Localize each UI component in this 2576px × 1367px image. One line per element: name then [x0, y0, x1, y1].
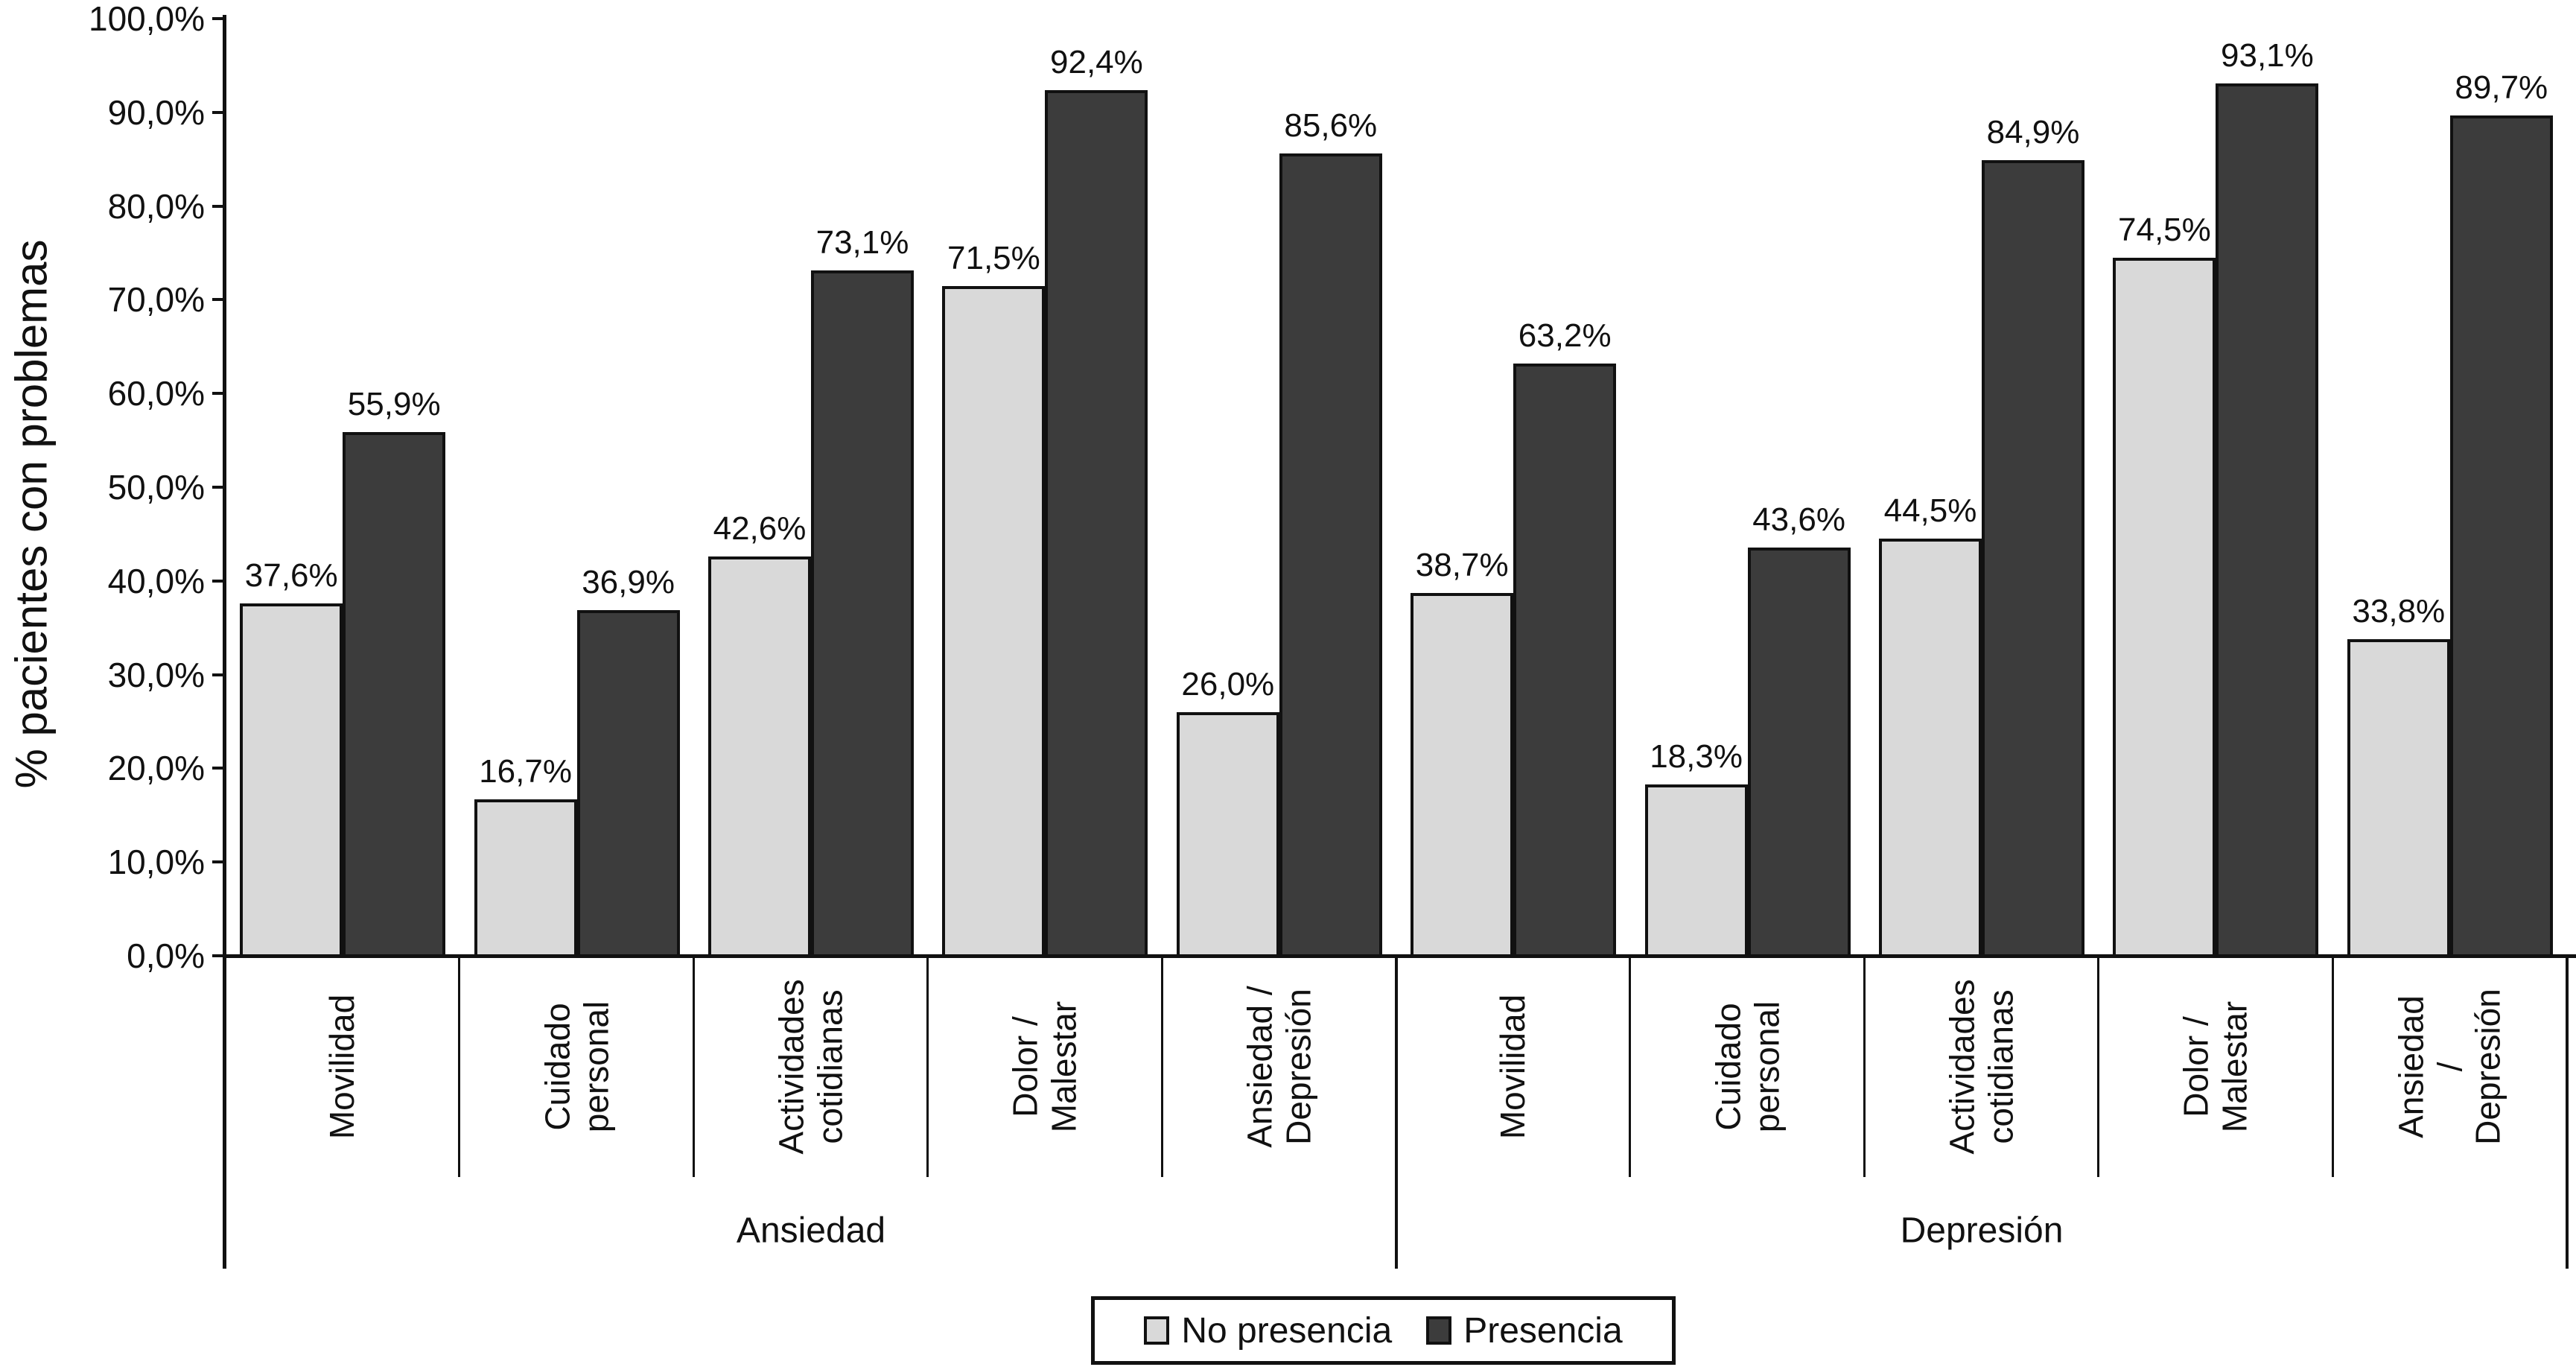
y-tick [212, 673, 226, 676]
bar-presencia [1279, 153, 1382, 958]
y-tick-label: 30,0% [107, 655, 205, 694]
x-axis-line [223, 954, 2576, 958]
y-tick-label: 60,0% [107, 374, 205, 413]
bar-no-presencia [708, 556, 811, 958]
y-tick-label: 10,0% [107, 843, 205, 882]
category-label: Actividades cotidianas [1942, 979, 2020, 1155]
y-tick [212, 392, 226, 396]
category-label: Movilidad [322, 994, 362, 1140]
bar-value-label: 74,5% [2118, 211, 2211, 248]
group-label: Depresión [1900, 1211, 2064, 1251]
y-tick-label: 0,0% [127, 936, 205, 975]
bar-no-presencia [240, 603, 343, 958]
bar-no-presencia [1879, 539, 1982, 958]
bar-presencia [811, 270, 914, 958]
group-label: Ansiedad [736, 1211, 886, 1251]
category-label: Ansiedad / Depresión [1240, 986, 1317, 1148]
legend-label: No presencia [1181, 1310, 1393, 1351]
y-tick-label: 100,0% [88, 0, 205, 38]
y-tick [212, 17, 226, 20]
y-tick [212, 110, 226, 114]
bar-value-label: 38,7% [1415, 547, 1509, 584]
legend-swatch-no-presencia [1144, 1316, 1170, 1345]
legend-swatch-presencia [1426, 1316, 1452, 1345]
bar-presencia [2216, 83, 2319, 958]
bar-value-label: 92,4% [1050, 43, 1143, 80]
bar-no-presencia [2113, 257, 2216, 958]
bar-value-label: 71,5% [947, 239, 1040, 276]
y-tick [212, 954, 226, 957]
y-tick-label: 40,0% [107, 561, 205, 600]
group-divider [2566, 956, 2569, 1269]
category-label: Dolor / Malestar [2176, 1000, 2254, 1133]
bar-presencia [1045, 89, 1148, 958]
bar-value-label: 43,6% [1752, 501, 1845, 538]
bar-value-label: 37,6% [244, 556, 338, 594]
category-divider [2331, 956, 2334, 1177]
legend-item: No presencia [1144, 1310, 1392, 1351]
y-tick-label: 70,0% [107, 280, 205, 320]
bar-no-presencia [474, 799, 577, 958]
y-tick-label: 80,0% [107, 186, 205, 226]
bar-value-label: 33,8% [2352, 592, 2446, 629]
bar-presencia [343, 431, 446, 958]
legend: No presencia Presencia [1091, 1296, 1676, 1365]
bar-value-label: 85,6% [1284, 107, 1378, 145]
bar-value-label: 55,9% [347, 385, 441, 422]
bar-no-presencia [1644, 784, 1748, 958]
bar-presencia [1982, 159, 2084, 958]
category-divider [2097, 956, 2100, 1177]
category-label: Actividades cotidianas [772, 979, 849, 1155]
y-tick-label: 20,0% [107, 749, 205, 788]
bar-value-label: 18,3% [1650, 738, 1743, 775]
bar-value-label: 73,1% [815, 224, 909, 261]
category-divider [692, 956, 695, 1177]
bar-value-label: 36,9% [582, 563, 675, 600]
y-tick-label: 50,0% [107, 468, 205, 507]
bar-presencia [1513, 363, 1617, 958]
category-divider [1160, 956, 1163, 1177]
category-divider [1629, 956, 1632, 1177]
category-divider [458, 956, 461, 1177]
bar-no-presencia [1411, 593, 1514, 958]
legend-label: Presencia [1463, 1310, 1623, 1351]
category-divider [1863, 956, 1866, 1177]
y-tick [212, 204, 226, 208]
bar-presencia [1747, 547, 1851, 958]
category-label: Ansiedad / Depresión [2391, 989, 2507, 1145]
legend-item: Presencia [1426, 1310, 1623, 1351]
category-label: Dolor / Malestar [1005, 1000, 1084, 1133]
bar-value-label: 89,7% [2455, 69, 2548, 106]
bar-value-label: 42,6% [713, 510, 807, 548]
y-axis-line [223, 15, 226, 1269]
bar-value-label: 84,9% [1986, 113, 2080, 150]
bar-value-label: 63,2% [1518, 317, 1612, 354]
category-label: Movilidad [1493, 994, 1533, 1140]
bar-value-label: 26,0% [1181, 665, 1275, 702]
y-tick [212, 767, 226, 770]
category-divider [926, 956, 929, 1177]
y-tick-label: 90,0% [107, 92, 205, 132]
bar-value-label: 16,7% [479, 752, 572, 790]
group-divider [1395, 956, 1398, 1269]
bar-presencia [576, 609, 680, 958]
bar-no-presencia [2347, 638, 2450, 958]
category-label: Cuidado personal [1708, 1000, 1786, 1133]
bar-value-label: 93,1% [2221, 37, 2314, 74]
y-axis-title-text: % pacientes con problemas [6, 239, 57, 789]
y-tick [212, 860, 226, 864]
bar-no-presencia [942, 285, 1046, 958]
category-label: Cuidado personal [538, 1000, 615, 1133]
bar-presencia [2449, 115, 2553, 958]
y-tick [212, 298, 226, 302]
y-tick [212, 579, 226, 583]
bar-value-label: 44,5% [1883, 492, 1977, 530]
bar-no-presencia [1176, 711, 1279, 958]
y-tick [212, 486, 226, 489]
